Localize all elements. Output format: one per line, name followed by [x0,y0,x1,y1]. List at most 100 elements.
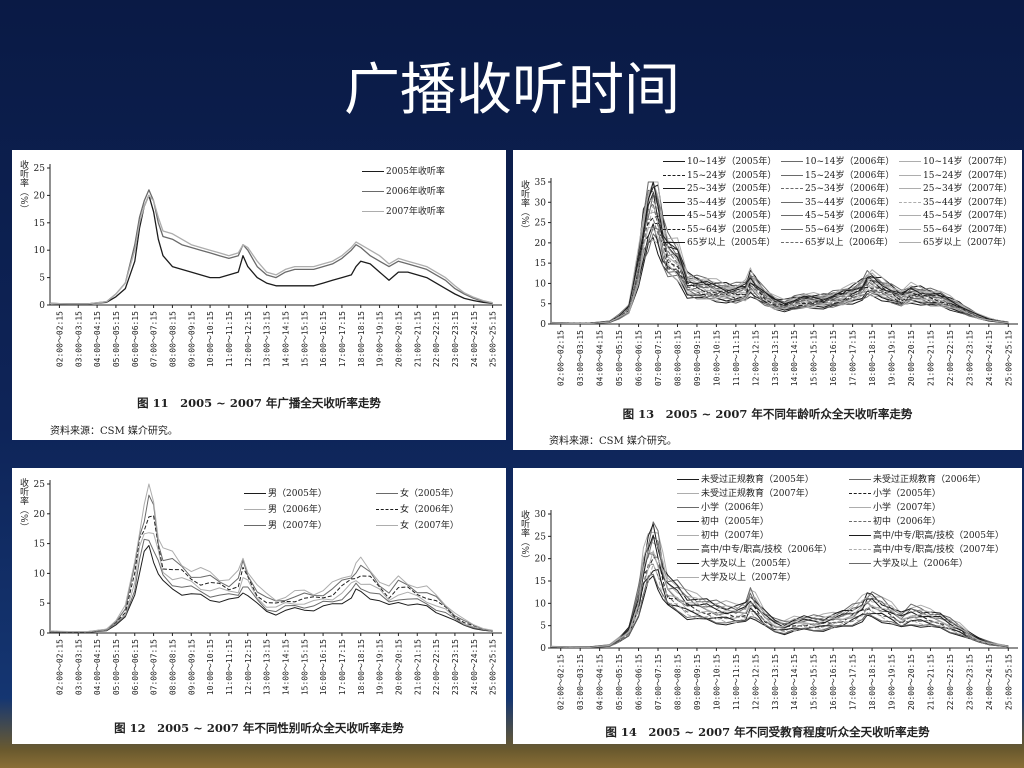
legend-item: 女（2006年） [376,502,459,515]
legend-item: 35~44岁（2007年） [899,195,1012,208]
x-tick-label: 17:00～17:15 [338,639,347,695]
series-line [49,189,493,305]
x-tick-label: 09:00～09:15 [693,330,702,386]
x-tick-label: 12:00～12:15 [751,654,760,710]
legend-item: 55~64岁（2005年） [663,222,776,235]
legend-label: 15~24岁（2005年） [687,170,777,181]
legend-swatch [677,549,699,550]
legend-item: 45~54岁（2007年） [899,208,1012,221]
legend-swatch [362,171,384,172]
x-tick-label: 25:00～25:15 [489,639,498,695]
legend-swatch [362,191,384,192]
x-tick-label: 04:00～04:15 [596,330,605,386]
y-tick-label: 25 [535,532,547,542]
x-tick-label: 13:00～13:15 [263,311,272,367]
legend-label: 55~64岁（2005年） [687,224,777,235]
x-tick-label: 12:00～12:15 [244,639,253,695]
legend-label: 大学及以上（2007年） [701,573,796,583]
y-axis-label: 收听率（%） [18,478,28,532]
legend-swatch [781,242,803,243]
x-tick-label: 21:00～21:15 [926,654,935,710]
x-tick-label: 18:00～18:15 [868,654,877,710]
x-tick-label: 24:00～24:15 [985,654,994,710]
legend-label: 10~14岁（2005年） [687,157,777,167]
x-tick-label: 12:00～12:15 [244,311,253,367]
y-tick-label: 5 [540,300,546,310]
legend-swatch [677,521,699,522]
chart-title: 图 12 2005 ~ 2007 年不同性别听众全天收听率走势 [114,721,404,735]
chart-title: 图 14 2005 ~ 2007 年不同受教育程度听众全天收听率走势 [605,725,930,739]
chart-svg-fig14: 0 5 10 15 20 25 30 02:00～02:15 03:00～03:15 04:00～… [535,510,1018,710]
x-tick-label: 13:00～13:15 [771,654,780,710]
legend-swatch [663,188,685,189]
legend-label: 大学及以上（2006年） [873,559,968,569]
legend-item: 小学（2005年） [849,486,941,499]
legend-label: 15~24岁（2006年） [805,170,895,181]
x-tick-label: 09:00～09:15 [187,639,196,695]
legend-label: 25~34岁（2005年） [687,184,777,194]
x-tick-label: 08:00～08:15 [168,639,177,695]
x-tick-label: 06:00～06:15 [635,654,644,710]
legend-label: 55~64岁（2006年） [805,224,895,235]
x-tick-label: 06:00～06:15 [131,311,140,367]
x-tick-label: 24:00～24:15 [985,330,994,386]
x-tick-label: 23:00～23:15 [965,654,974,710]
legend-swatch [677,563,699,564]
legend-label: 35~44岁（2005年） [687,197,777,208]
chart-title: 图 11 2005 ~ 2007 年广播全天收听率走势 [137,396,381,410]
x-tick-label: 02:00～02:15 [55,311,64,367]
legend-swatch [781,174,803,176]
legend-swatch [362,211,384,212]
legend-item: 大学及以上（2007年） [677,570,796,583]
legend-label: 15~24岁（2007年） [923,170,1013,181]
chart-legend: 男（2005年） 女（2005年） 男（2006年） 女（2006年） 男（2007年）… [244,486,504,536]
legend-swatch [899,201,921,203]
legend-item: 小学（2006年） [677,500,769,513]
x-tick-label: 21:00～21:15 [926,330,935,386]
y-tick-label: 15 [34,540,46,550]
legend-item: 女（2007年） [376,518,459,531]
legend-swatch [677,535,699,536]
legend-swatch [376,509,398,510]
legend-item: 25~34岁（2005年） [663,181,776,194]
x-tick-label: 22:00～22:15 [432,639,441,695]
legend-swatch [899,188,921,189]
x-tick-label: 11:00～11:15 [732,330,741,386]
legend-swatch [899,161,921,162]
legend-item: 10~14岁（2005年） [663,154,776,167]
x-tick-label: 24:00～24:15 [470,311,479,367]
legend-item: 35~44岁（2006年） [781,195,894,208]
x-tick-label: 06:00～06:15 [635,330,644,386]
x-tick-label: 23:00～23:15 [965,330,974,386]
legend-item: 初中（2005年） [677,514,769,527]
x-tick-label: 02:00～02:15 [557,654,566,710]
legend-swatch [677,507,699,508]
x-tick-label: 18:00～18:15 [357,639,366,695]
legend-label: 65岁以上（2006年） [805,238,894,248]
x-tick-label: 11:00～11:15 [732,654,741,710]
y-tick-label: 25 [535,219,547,229]
y-tick-label: 5 [39,599,45,609]
legend-swatch [376,493,398,494]
x-tick-label: 16:00～16:15 [319,311,328,367]
legend-label: 55~64岁（2007年） [923,224,1013,235]
chart-panel-fig13: 0 5 10 15 20 25 30 35 02:00～02:15 03:00～03:15 04:0… [513,150,1022,450]
x-tick-label: 24:00～24:15 [470,639,479,695]
y-tick-label: 0 [39,301,45,311]
legend-swatch [849,479,871,480]
x-tick-label: 11:00～11:15 [225,311,234,367]
x-tick-label: 10:00～10:15 [206,639,215,695]
chart-title: 图 13 2005 ~ 2007 年不同年龄听众全天收听率走势 [622,407,913,421]
x-tick-label: 04:00～04:15 [93,639,102,695]
chart-panel-fig14: 0 5 10 15 20 25 30 02:00～02:15 03:00～03:15 04:00～… [513,468,1022,744]
chart-legend: 2005年收听率 2006年收听率 2007年收听率 [362,164,502,224]
series-line [49,515,493,633]
x-tick-label: 03:00～03:15 [74,311,83,367]
x-tick-label: 03:00～03:15 [74,639,83,695]
x-tick-label: 07:00～07:15 [150,311,159,367]
y-tick-label: 25 [34,164,46,174]
y-axis-label: 收听率（%） [18,160,28,214]
legend-label: 65岁以上（2005年） [687,238,776,248]
legend-item: 65岁以上（2005年） [663,235,775,248]
x-tick-label: 16:00～16:15 [829,654,838,710]
